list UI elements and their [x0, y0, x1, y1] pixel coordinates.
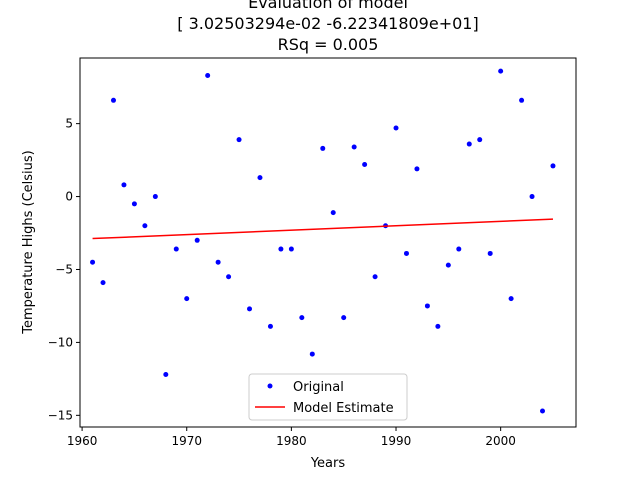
data-point-1983: [320, 145, 326, 151]
data-point-1964: [121, 182, 127, 188]
data-point-1980: [288, 246, 294, 252]
data-point-1984: [330, 210, 336, 216]
data-point-1971: [194, 237, 200, 243]
data-point-1985: [341, 315, 347, 321]
data-point-1976: [247, 306, 253, 312]
data-point-1990: [393, 125, 399, 131]
data-point-2000: [498, 68, 504, 74]
legend-box: [248, 373, 408, 421]
legend-marker-original: [267, 383, 273, 389]
data-point-1963: [110, 97, 116, 103]
data-point-1975: [236, 137, 242, 143]
data-point-1982: [309, 351, 315, 357]
data-point-1996: [456, 246, 462, 252]
data-point-1967: [152, 194, 158, 200]
plot-area: [90, 68, 556, 414]
data-point-1966: [142, 223, 148, 229]
data-point-1977: [257, 175, 263, 181]
data-point-2001: [508, 296, 514, 302]
legend: Original Model Estimate: [248, 373, 408, 421]
data-point-1969: [173, 246, 179, 252]
axes: 1960 1970 1980 1990 2000 −15 −10 −5 0 5: [48, 57, 577, 448]
data-point-1986: [351, 144, 357, 150]
x-tick-label-1980: 1980: [276, 434, 307, 448]
data-point-1965: [131, 201, 137, 207]
data-point-1968: [163, 371, 169, 377]
y-axis-label: Temperature Highs (Celsius): [21, 150, 36, 335]
y-tick-label-0: 0: [65, 190, 73, 204]
x-tick-label-2000: 2000: [485, 434, 516, 448]
data-point-1993: [424, 303, 430, 309]
x-tick-label-1970: 1970: [171, 434, 202, 448]
model-estimate-line: [92, 218, 554, 240]
data-point-2004: [540, 408, 546, 414]
data-point-1998: [477, 137, 483, 143]
data-point-1962: [100, 280, 106, 286]
legend-label-model-estimate: Model Estimate: [293, 401, 394, 416]
axes-frame: [79, 57, 577, 428]
data-point-1987: [362, 161, 368, 167]
data-point-1991: [403, 250, 409, 256]
y-tick-label-5: 5: [65, 117, 73, 131]
data-point-2005: [550, 163, 556, 169]
x-axis-label: Years: [310, 456, 346, 471]
data-point-1988: [372, 274, 378, 280]
data-point-1974: [226, 274, 232, 280]
data-point-1981: [299, 315, 305, 321]
data-point-2002: [519, 97, 525, 103]
data-point-1961: [90, 259, 96, 265]
data-point-1973: [215, 259, 221, 265]
legend-label-original: Original: [293, 380, 344, 395]
data-point-1999: [487, 250, 493, 256]
y-tick-label--10: −10: [48, 335, 73, 349]
data-point-1994: [435, 323, 441, 329]
data-point-1972: [205, 73, 211, 78]
data-point-1992: [414, 166, 420, 172]
chart-title-line-3: RSq = 0.005: [278, 35, 379, 54]
x-tick-label-1960: 1960: [67, 434, 98, 448]
data-point-1979: [278, 246, 284, 252]
data-point-1997: [466, 141, 472, 147]
data-point-1995: [445, 262, 451, 268]
x-tick-label-1990: 1990: [381, 434, 412, 448]
chart-title-line-2: [ 3.02503294e-02 -6.22341809e+01]: [177, 14, 478, 33]
chart-title-line-1: Evaluation of model: [248, 0, 408, 12]
data-point-2003: [529, 194, 535, 200]
y-tick-label--15: −15: [48, 408, 73, 422]
data-point-1978: [267, 323, 273, 329]
y-tick-label--5: −5: [55, 262, 73, 276]
data-point-1970: [184, 296, 190, 302]
